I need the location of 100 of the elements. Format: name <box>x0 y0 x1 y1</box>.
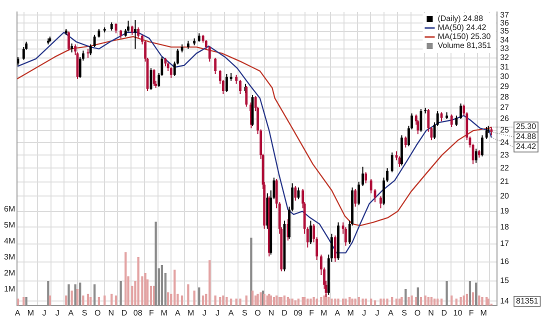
candlestick <box>127 20 130 32</box>
candlestick <box>310 220 312 245</box>
x-tick-label: D <box>121 308 128 318</box>
y-tick-label: 17 <box>500 239 510 248</box>
x-tick-label: S <box>402 308 408 318</box>
x-tick-label: J <box>362 308 366 318</box>
annotation: 25.30 <box>516 122 537 132</box>
x-tick-label: A <box>334 308 341 318</box>
y2-tick-label: 6M <box>4 204 16 214</box>
y-tick-label: 33 <box>500 44 510 54</box>
candlestick <box>354 188 357 208</box>
x-tick-label: A <box>14 308 21 318</box>
x-tick-label: J <box>216 308 220 318</box>
y-tick-label: 26 <box>500 114 510 124</box>
x-tick-label: F <box>309 308 314 318</box>
y2-tick-label: 4M <box>4 236 16 246</box>
x-tick-label: 10 <box>453 308 463 318</box>
y-tick-label: 19 <box>500 206 510 216</box>
x-tick-label: D <box>282 308 288 318</box>
y-tick-label: 24 <box>500 138 510 147</box>
y-tick-label: 23 <box>500 150 510 160</box>
x-tick-label: J <box>42 308 46 318</box>
x-tick-label: M <box>480 308 488 318</box>
candlestick <box>89 44 92 56</box>
x-tick-label: S <box>82 308 88 318</box>
candlestick <box>214 57 217 74</box>
annotation: 24.42 <box>516 142 537 152</box>
x-tick-label: J <box>202 308 206 318</box>
candlestick <box>137 26 140 38</box>
x-tick-label: S <box>242 308 248 318</box>
y-tick-label: 29 <box>500 82 510 92</box>
y-tick-label: 25 <box>500 126 510 135</box>
y2-tick-label: 1M <box>4 284 16 294</box>
y-tick-label: 18 <box>500 222 510 232</box>
y-tick-label: 31 <box>500 62 510 72</box>
y-tick-label: 37 <box>500 10 510 20</box>
y2-tick-label: 3M <box>4 252 16 262</box>
y-tick-label: 21 <box>500 177 510 186</box>
x-tick-label: 09 <box>294 308 304 318</box>
x-tick-label: N <box>108 308 114 318</box>
candlestick <box>134 19 136 50</box>
y-tick-label: 14 <box>500 296 510 306</box>
y-tick-label: 30 <box>500 72 510 82</box>
x-tick-label: J <box>55 308 60 318</box>
x-tick-label: O <box>254 308 261 318</box>
candlestick <box>404 136 407 148</box>
candlestick <box>294 186 297 202</box>
y-tick-label: 15 <box>500 276 510 286</box>
y2-tick-label: 5M <box>4 220 16 230</box>
x-tick-label: 08 <box>133 308 143 318</box>
legend-label: (Daily) 24.88 <box>438 14 484 24</box>
x-tick-label: J <box>375 308 380 318</box>
candlestick <box>364 172 368 184</box>
candlestick <box>455 115 458 126</box>
x-tick-label: F <box>148 308 154 318</box>
annotation: 24.88 <box>516 132 537 142</box>
candlestick <box>485 126 488 140</box>
candlestick <box>226 73 228 92</box>
y-tick-label: 35 <box>500 26 510 36</box>
x-tick-label: N <box>428 308 434 318</box>
candlestick <box>344 226 347 246</box>
candlestick <box>130 25 134 36</box>
x-tick-label: M <box>187 308 194 318</box>
candlestick <box>481 134 484 157</box>
candlestick <box>152 68 156 86</box>
candlestick <box>362 166 364 187</box>
x-tick-label: A <box>388 308 394 318</box>
x-tick-label: A <box>175 308 182 318</box>
x-tick-label: M <box>160 308 168 318</box>
y-tick-label: 20 <box>500 191 510 200</box>
y-tick-label: 36 <box>500 18 510 28</box>
candlestick <box>390 152 394 173</box>
y-tick-label: 16 <box>500 257 510 266</box>
y2-tick-label: 2M <box>4 268 16 278</box>
x-tick-label: M <box>27 308 34 318</box>
legend-label: Volume 81,351 <box>438 41 492 50</box>
y-tick-label: 22 <box>500 163 510 172</box>
x-tick-label: N <box>268 308 274 318</box>
x-tick-label: M <box>320 308 328 318</box>
y-tick-label: 28 <box>500 92 510 102</box>
x-tick-label: D <box>441 308 448 318</box>
y-tick-label: 27 <box>500 103 510 112</box>
x-tick-label: A <box>228 308 234 318</box>
candlestick <box>380 196 382 209</box>
y-tick-label: 34 <box>500 35 510 44</box>
candlestick <box>170 66 172 78</box>
candlestick <box>93 34 96 48</box>
candlestick <box>68 31 70 52</box>
legend-label: MA(50) 24.42 <box>438 23 487 32</box>
x-tick-label: O <box>94 308 101 318</box>
candlestick <box>474 148 478 164</box>
x-tick-label: F <box>468 308 474 318</box>
x-tick-label: O <box>414 308 421 318</box>
candlestick <box>450 114 453 128</box>
candlestick <box>370 178 372 194</box>
x-tick-label: A <box>68 308 74 318</box>
candlestick <box>358 181 360 206</box>
y-tick-label: 32 <box>500 53 510 62</box>
legend-label: MA(150) 25.30 <box>438 32 492 42</box>
x-tick-label: M <box>347 308 354 318</box>
